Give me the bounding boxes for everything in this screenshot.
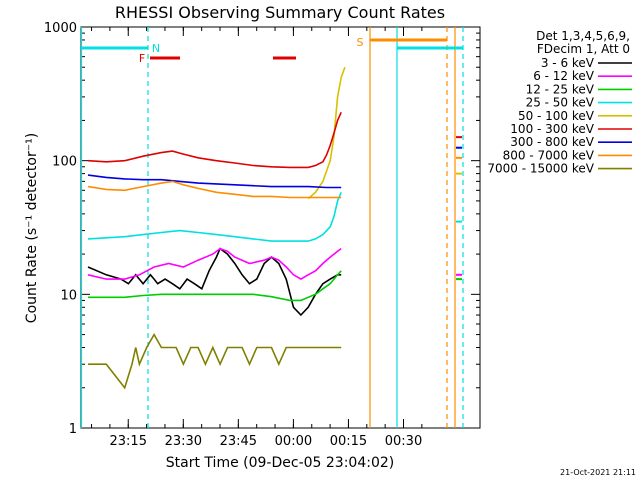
series-line [87, 247, 342, 281]
series-line [87, 191, 342, 242]
series-line [88, 270, 342, 302]
legend-label: 25 - 50 keV [526, 96, 595, 110]
x-tick-label: 23:30 [165, 434, 202, 449]
series-line [87, 247, 342, 317]
legend-label: 7000 - 15000 keV [487, 162, 594, 176]
series-line [307, 66, 346, 200]
x-tick-label: 00:30 [385, 434, 422, 449]
x-tick-label: 00:15 [330, 434, 367, 449]
x-tick-label: 23:45 [220, 434, 257, 449]
series-line [87, 174, 342, 189]
series-line [87, 180, 342, 199]
y-tick-label: 100 [52, 155, 77, 170]
flag-label: N [152, 42, 160, 55]
x-tick-label: 00:00 [275, 434, 312, 449]
y-tick-label: 10 [60, 288, 77, 303]
plot-frame [80, 26, 481, 429]
date-stamp: 21-Oct-2021 21:11 [560, 468, 636, 477]
legend-header: FDecim 1, Att 0 [537, 42, 630, 56]
x-tick-label: 23:15 [110, 434, 147, 449]
legend-header: Det 1,3,4,5,6,9, [536, 29, 630, 43]
legend-label: 12 - 25 keV [526, 82, 595, 96]
legend-label: 3 - 6 keV [541, 56, 595, 70]
legend-label: 100 - 300 keV [510, 122, 594, 136]
x-axis-label: Start Time (09-Dec-05 23:04:02) [166, 455, 394, 471]
legend-label: 6 - 12 keV [533, 69, 595, 83]
legend-label: 300 - 800 keV [510, 135, 594, 149]
legend-label: 50 - 100 keV [518, 109, 595, 123]
legend-label: 800 - 7000 keV [503, 148, 595, 162]
series-line [88, 332, 342, 390]
y-tick-label: 1000 [44, 21, 77, 36]
series-line [87, 111, 342, 169]
flag-label: S [357, 36, 364, 49]
y-axis-label: Count Rate (s⁻¹ detector⁻¹) [24, 133, 40, 323]
flag-label: F [139, 52, 145, 65]
y-tick-label: 1 [69, 422, 77, 437]
chart-title: RHESSI Observing Summary Count Rates [115, 3, 445, 22]
